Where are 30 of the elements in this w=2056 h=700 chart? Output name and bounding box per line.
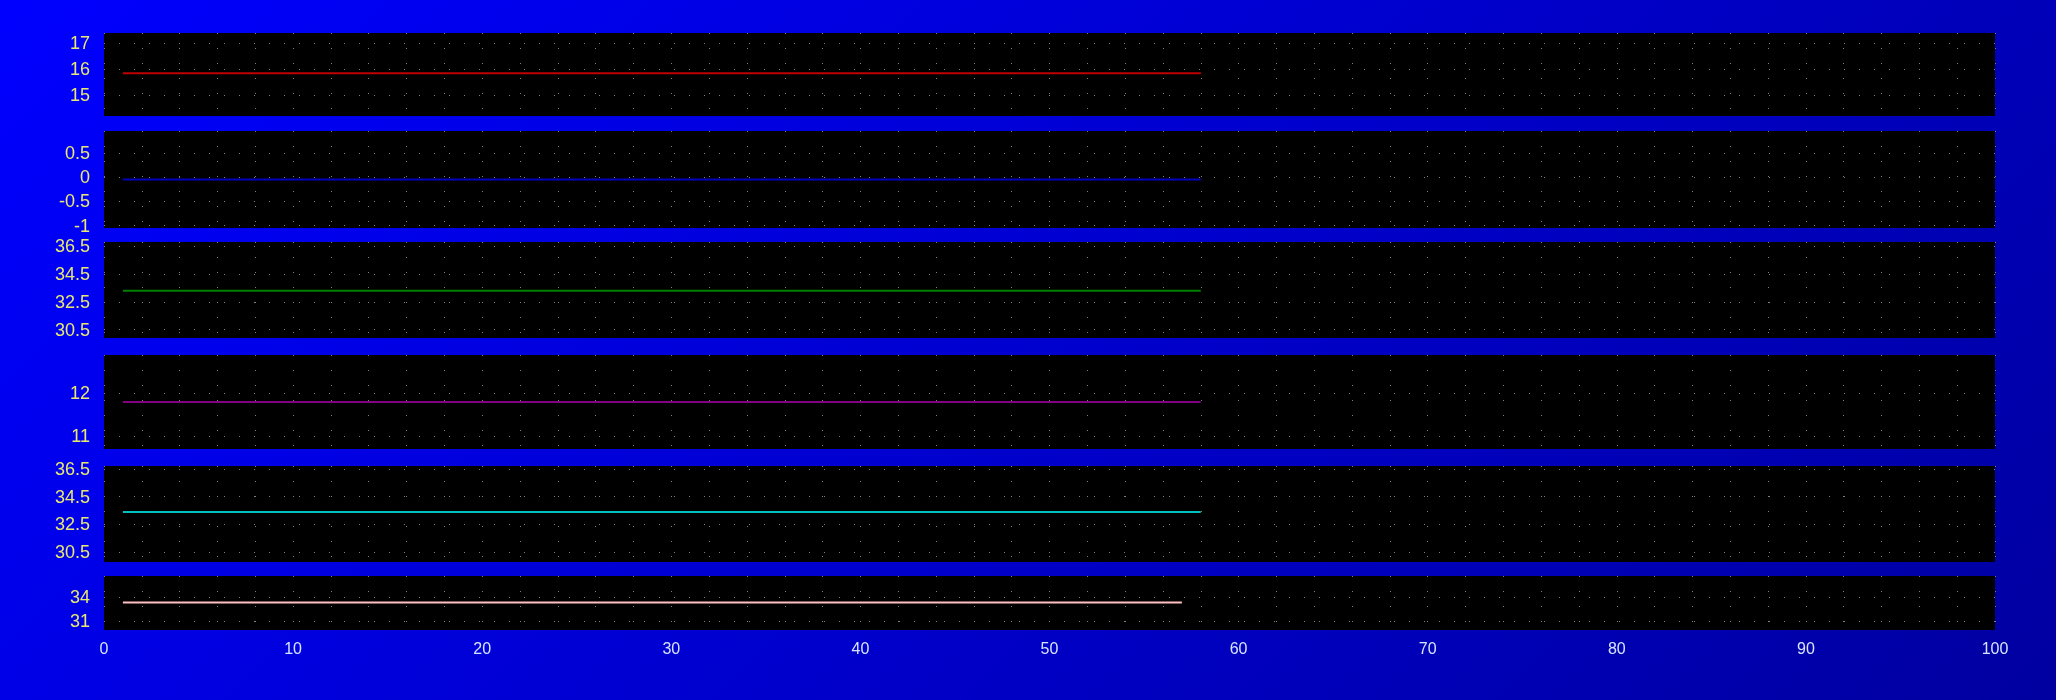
y-tick-label: 0 bbox=[79, 167, 90, 188]
y-tick-label: 30.5 bbox=[54, 319, 90, 340]
x-tick-label: 90 bbox=[1797, 639, 1815, 657]
y-tick-label: 30.5 bbox=[54, 542, 90, 563]
x-tick-label: 30 bbox=[662, 639, 681, 657]
y-tick-label: 12 bbox=[69, 383, 90, 404]
x-tick-label: 0 bbox=[99, 639, 109, 657]
x-tick-label: 60 bbox=[1229, 639, 1248, 657]
y-tick-label: 32.5 bbox=[54, 514, 90, 535]
y-tick-label: 36.5 bbox=[54, 458, 90, 479]
y-tick-label: 0.5 bbox=[64, 142, 90, 163]
y-tick-label: 34.5 bbox=[54, 486, 90, 507]
y-tick-label: 32.5 bbox=[54, 291, 90, 312]
y-tick-label: 31 bbox=[69, 611, 90, 632]
x-tick-label: 50 bbox=[1040, 639, 1059, 657]
y-tick-label: 34.5 bbox=[54, 264, 90, 284]
x-tick-label: 80 bbox=[1607, 639, 1626, 657]
y-tick-label: 16 bbox=[69, 59, 90, 80]
y-tick-label: 17 bbox=[69, 33, 90, 54]
x-tick-label: 100 bbox=[1981, 639, 2009, 657]
y-tick-label: 34 bbox=[69, 586, 90, 607]
x-tick-label: 10 bbox=[284, 639, 303, 657]
y-tick-label: -1 bbox=[73, 215, 90, 236]
y-tick-label: 11 bbox=[71, 426, 90, 447]
x-tick-label: 20 bbox=[473, 639, 492, 657]
y-tick-label: 15 bbox=[69, 85, 90, 106]
x-tick-label: 40 bbox=[851, 639, 870, 657]
y-tick-label: 36.5 bbox=[54, 236, 90, 257]
y-tick-label: -0.5 bbox=[58, 191, 90, 212]
x-tick-label: 70 bbox=[1418, 639, 1437, 657]
